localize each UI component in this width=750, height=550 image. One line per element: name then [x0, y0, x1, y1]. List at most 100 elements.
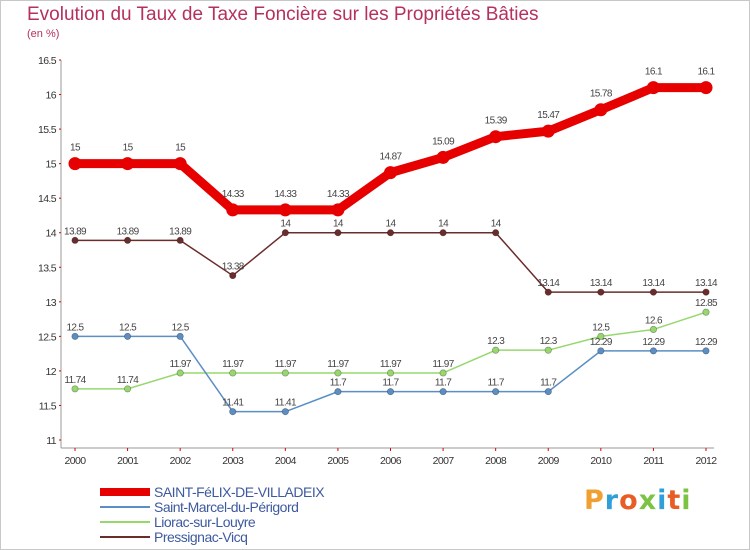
data-label: 14.33 [327, 189, 350, 200]
data-point [121, 157, 135, 171]
data-label: 15 [175, 143, 186, 154]
data-label: 14.87 [379, 152, 402, 163]
brand-letter: i [681, 485, 692, 516]
x-tick-label: 2000 [65, 455, 87, 467]
data-label: 12.5 [119, 322, 137, 333]
y-tick-label: 14.5 [38, 193, 57, 205]
x-tick-label: 2010 [590, 455, 612, 467]
y-tick-label: 11.5 [39, 400, 57, 412]
y-tick-label: 16 [46, 90, 57, 102]
data-label: 16.1 [697, 67, 715, 78]
y-tick-label: 12.5 [38, 331, 57, 343]
data-point [699, 81, 713, 95]
x-tick-label: 2008 [485, 455, 507, 467]
data-label: 11.41 [275, 398, 297, 409]
data-point [386, 229, 395, 237]
y-tick-label: 14 [46, 228, 57, 240]
brand-logo: Proxiti [584, 485, 692, 516]
y-tick-label: 15 [46, 159, 57, 171]
data-label: 11.74 [64, 375, 86, 386]
data-label: 11.7 [382, 378, 399, 389]
data-point [71, 236, 79, 244]
data-label: 13.14 [537, 278, 560, 289]
data-label: 13.14 [695, 278, 718, 289]
y-tick-label: 11 [46, 435, 56, 447]
data-label: 11.97 [327, 359, 349, 370]
data-point [124, 236, 132, 244]
chart-title: Evolution du Taux de Taxe Foncière sur l… [27, 4, 539, 25]
data-label: 11.97 [432, 359, 454, 370]
data-label: 13.89 [64, 226, 87, 237]
data-point [386, 388, 395, 396]
data-label: 14.33 [222, 189, 245, 200]
data-label: 11.7 [435, 378, 452, 389]
data-label: 15 [123, 143, 134, 154]
x-tick-label: 2002 [170, 455, 192, 467]
data-point [281, 229, 289, 237]
x-tick-label: 2001 [117, 455, 139, 467]
data-point [124, 332, 132, 340]
legend-swatch-pressignac [100, 536, 150, 538]
data-point [176, 369, 184, 377]
data-label: 12.29 [642, 337, 665, 348]
legend-label: Liorac-sur-Louyre [154, 514, 256, 530]
data-label: 15.78 [590, 89, 613, 100]
data-label: 11.74 [117, 375, 139, 386]
data-point [71, 332, 79, 340]
x-tick-label: 2012 [696, 455, 718, 467]
x-tick-label: 2007 [433, 455, 455, 467]
data-point [489, 130, 503, 144]
legend-swatch-saint-felix [100, 488, 150, 496]
data-label: 12.5 [172, 322, 190, 333]
data-point [702, 308, 710, 316]
data-labels: 11.74 11.74 11.97 11.97 11.97 11.97 11.97 11.97… [64, 67, 719, 409]
data-point [176, 236, 184, 244]
x-tick-label: 2009 [538, 455, 560, 467]
data-point [439, 369, 447, 377]
data-point [646, 81, 660, 95]
data-label: 11.97 [275, 359, 297, 370]
data-point [649, 325, 657, 334]
data-point [544, 288, 552, 296]
data-point [544, 388, 552, 396]
x-tick-label: 2011 [643, 455, 664, 467]
data-point [386, 369, 395, 377]
data-point [334, 369, 342, 377]
data-point [281, 408, 289, 416]
data-point [176, 332, 184, 340]
data-label: 15.47 [537, 110, 560, 121]
brand-letter: o [619, 485, 639, 516]
data-label: 15 [70, 143, 81, 154]
y-tick-label: 13.5 [38, 262, 57, 274]
x-tick-label: 2006 [380, 455, 402, 467]
data-point [173, 157, 187, 171]
data-point [334, 388, 342, 396]
x-tick-label: 2005 [327, 455, 349, 467]
legend-swatch-saint-marcel [100, 506, 150, 508]
brand-letter: P [584, 485, 605, 516]
legend-label: SAINT-FéLIX-DE-VILLADEIX [154, 484, 325, 500]
y-axis-ticks: 11 11.5 12 12.5 13 13.5 14 14.5 15 15.5 16 16.5 [38, 55, 61, 447]
data-label: 12.5 [66, 322, 84, 333]
data-label: 14 [333, 219, 344, 230]
data-label: 15.09 [432, 136, 455, 147]
data-point [334, 229, 342, 237]
data-label: 13.38 [222, 262, 245, 273]
brand-letter: r [604, 485, 620, 516]
data-label: 16.1 [645, 67, 663, 78]
data-point [124, 385, 132, 393]
data-label: 13.14 [590, 278, 613, 289]
data-label: 15.39 [485, 116, 508, 127]
unit-label: (en %) [27, 28, 60, 40]
y-tick-label: 15.5 [38, 124, 57, 136]
data-label: 14 [280, 219, 291, 230]
data-label: 11.41 [222, 398, 244, 409]
data-label: 11.7 [540, 378, 557, 389]
data-label: 14 [438, 219, 449, 230]
data-label: 12.29 [695, 337, 718, 348]
data-label: 11.97 [170, 359, 192, 370]
data-label: 14 [491, 219, 502, 230]
y-tick-label: 13 [46, 297, 57, 309]
data-label: 11.7 [330, 378, 347, 389]
